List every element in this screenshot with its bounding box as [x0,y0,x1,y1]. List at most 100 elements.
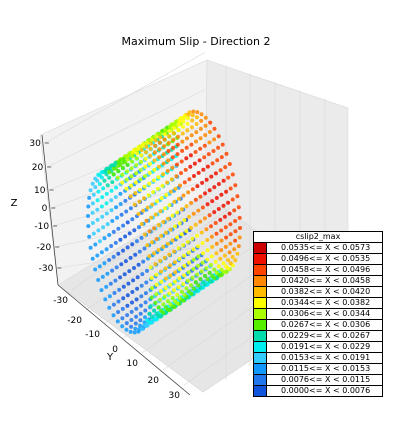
scatter-point [142,320,147,325]
scatter-point [139,159,143,164]
scatter-point [145,205,150,210]
scatter-point [128,194,133,199]
scatter-point [107,170,112,175]
legend-swatch [254,331,267,341]
scatter-point [126,153,131,158]
scatter-point [174,174,179,179]
scatter-point [164,193,169,197]
scatter-point [161,152,166,157]
scatter-point [219,238,224,243]
legend-entry: 0.0191<= X < 0.0229 [254,341,382,352]
scatter-point [148,153,153,158]
legend-label: 0.0076<= X < 0.0115 [281,375,371,384]
scatter-point [90,201,95,206]
legend-label: 0.0458<= X < 0.0496 [281,265,371,274]
scatter-point [204,177,209,182]
scatter-point [194,139,198,144]
scatter-point [104,284,109,289]
legend-label: 0.0344<= X < 0.0382 [281,298,371,307]
scatter-point [171,145,176,150]
scatter-point [159,308,164,313]
scatter-point [93,185,98,190]
y-axis-label: Y [106,352,114,363]
scatter-point [165,168,170,173]
y-tick-label: 20 [148,376,160,386]
scatter-point [161,172,166,177]
scatter-point [129,324,134,329]
scatter-point [168,282,173,287]
scatter-point [227,250,232,255]
scatter-point [167,203,172,207]
legend-swatch [254,254,267,264]
scatter-point [162,294,167,299]
scatter-point [139,294,144,299]
z-tick-labels: 30 20 10 0 -10 -20 -30 [29,139,62,274]
scatter-point [123,234,128,239]
scatter-point [111,254,116,259]
scatter-point [219,155,224,160]
scatter-point [117,160,122,164]
scatter-point [120,180,125,185]
legend-entry: 0.0458<= X < 0.0496 [254,264,382,275]
scatter-point [165,180,170,185]
scatter-point [200,241,205,246]
scatter-point [113,240,118,245]
scatter-point [224,189,229,194]
scatter-point [163,128,168,133]
scatter-point [188,164,193,169]
scatter-point [224,264,229,269]
scatter-point [210,199,215,204]
scatter-point [128,206,133,211]
scatter-point [109,188,114,193]
scatter-point [161,219,166,224]
scatter-point [159,279,164,284]
scatter-point [194,122,199,126]
scatter-point [123,198,128,203]
scatter-point [96,172,101,177]
scatter-point [111,166,116,171]
scatter-point [144,280,149,285]
scatter-point [118,191,123,196]
scatter-point [100,214,105,219]
scatter-point [182,263,187,268]
scatter-point [144,218,149,223]
scatter-point [196,208,201,213]
scatter-point [143,308,148,313]
scatter-point [124,327,129,332]
scatter-point [228,241,233,246]
scatter-point [104,211,109,216]
scatter-point [198,126,203,131]
scatter-point [197,158,202,163]
scatter-point [145,141,149,146]
scatter-point [130,154,135,159]
scatter-point [210,274,215,278]
scatter-point [152,150,157,155]
scatter-point [126,281,131,286]
scatter-point [143,150,148,155]
scatter-point [97,182,102,186]
scatter-point [139,327,144,332]
scatter-point [168,263,173,268]
scatter-point [147,181,152,186]
legend-entry: 0.0496<= X < 0.0535 [254,253,382,264]
scatter-point [233,238,238,243]
scatter-point [223,225,228,230]
scatter-point [111,302,116,307]
scatter-point [112,163,117,168]
scatter-point [131,150,136,155]
legend-swatch [254,276,267,286]
scatter-point [220,142,225,147]
scatter-point [170,213,175,218]
scatter-point [193,280,198,285]
y-tick-label: -10 [85,330,100,340]
scatter-point [109,244,114,248]
scatter-point [227,162,232,166]
scatter-point [207,130,212,134]
scatter-point [105,183,110,188]
scatter-point [152,167,157,172]
scatter-point [170,155,175,160]
scatter-point [129,174,134,179]
scatter-point [141,259,146,264]
legend-label: 0.0115<= X < 0.0153 [281,364,371,373]
scatter-point [186,112,191,117]
